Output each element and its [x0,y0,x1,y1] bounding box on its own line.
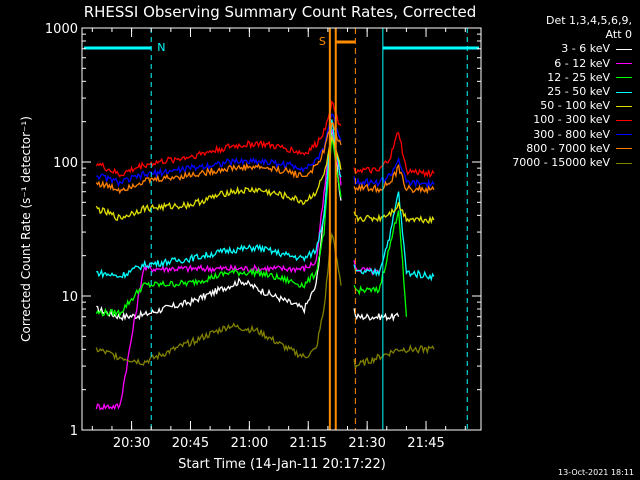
legend-entry-label: 300 - 800 keV [533,127,610,141]
legend-swatch [616,134,632,136]
legend-swatch [616,91,632,93]
legend-swatch [616,105,632,107]
footer-timestamp: 13-Oct-2021 18:11 [558,468,634,477]
series-line [95,122,342,195]
legend-entry-label: 100 - 300 keV [533,113,610,127]
legend-entry: 100 - 300 keV [482,113,632,127]
legend-entry: 12 - 25 keV [482,71,632,85]
legend-swatch [616,148,632,150]
series-line [353,191,435,282]
x-tick-label: 21:00 [231,436,268,451]
legend-entry: 800 - 7000 keV [482,142,632,156]
series-line [353,308,400,323]
series-line [353,163,435,195]
series-line [353,156,435,189]
x-tick-label: 20:45 [172,436,209,451]
legend-entry: 50 - 100 keV [482,99,632,113]
y-axis-label: Corrected Count Rate (s⁻¹ detector⁻¹) [19,116,33,342]
legend-entry-label: 50 - 100 keV [540,99,610,113]
legend-entry-label: 25 - 50 keV [547,85,610,99]
legend-swatch [616,63,632,65]
legend-entry: 3 - 6 keV [482,42,632,56]
legend-entry: 300 - 800 keV [482,128,632,142]
legend-entry-label: 3 - 6 keV [561,42,610,56]
legend-entry-label: 7000 - 15000 keV [512,156,610,170]
legend-entry-label: 12 - 25 keV [547,70,610,84]
x-axis-label: Start Time (14-Jan-11 20:17:22) [178,457,386,472]
y-tick-label: 10 [61,290,78,305]
series-line [95,100,342,178]
legend-swatch [616,162,632,164]
y-tick-label: 1 [70,424,78,439]
series-line [95,232,342,366]
legend-entry-label: 800 - 7000 keV [526,141,610,155]
series-line [353,210,408,317]
legend-entry: 6 - 12 keV [482,57,632,71]
x-tick-label: 20:30 [113,436,150,451]
x-tick-label: 21:15 [290,436,327,451]
series-line [95,134,342,222]
series-line [95,135,342,318]
legend-swatch [616,120,632,122]
x-tick-label: 21:45 [407,436,444,451]
series-line [353,344,435,371]
y-tick-label: 1000 [45,22,78,37]
series-line [95,128,342,411]
plot-frame [81,27,482,431]
saa-marker-label: S [319,35,326,48]
series-line [353,132,435,179]
series-line [96,119,342,280]
legend: Det 1,3,4,5,6,9, Att 0 3 - 6 keV 6 - 12 k… [482,14,632,170]
legend-swatch [616,49,632,50]
legend-entry: 7000 - 15000 keV [482,156,632,170]
night-marker-label: N [157,41,165,54]
legend-header-line2: Att 0 [605,28,632,42]
legend-entry: 25 - 50 keV [482,85,632,99]
legend-swatch [616,77,632,79]
y-tick-label: 100 [53,156,78,171]
series-line [353,202,435,225]
legend-header-line1: Det 1,3,4,5,6,9, [545,14,632,27]
x-tick-label: 21:30 [348,436,385,451]
chart-title: RHESSI Observing Summary Count Rates, Co… [84,3,477,21]
legend-entry-label: 6 - 12 keV [554,56,610,70]
series-line [96,129,342,322]
series-line [96,113,342,188]
